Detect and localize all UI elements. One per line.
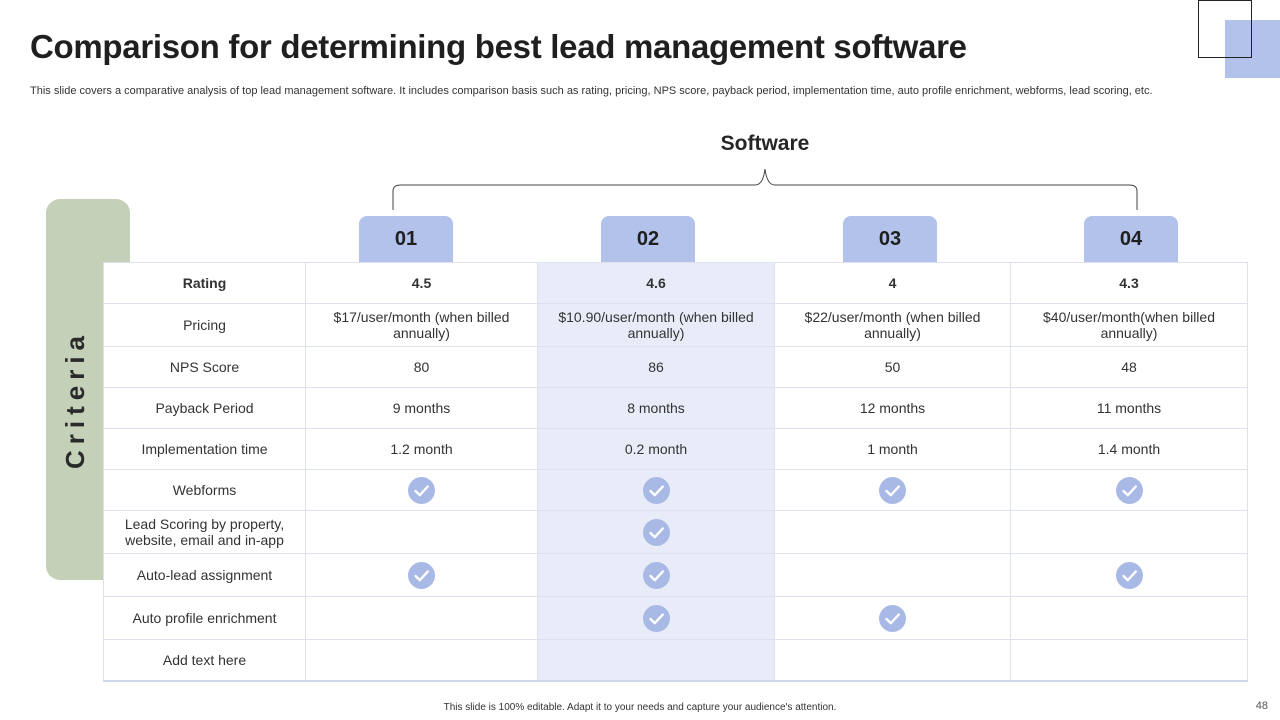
check-cell — [1010, 553, 1248, 597]
row-label: Lead Scoring by property, website, email… — [103, 510, 306, 554]
checkmark-icon — [642, 518, 670, 546]
page-number: 48 — [1255, 700, 1268, 712]
table-row: Auto profile enrichment — [103, 596, 1248, 640]
checkmark-icon — [1115, 561, 1143, 589]
table-row: Add text here — [103, 639, 1248, 682]
check-cell — [537, 510, 775, 554]
row-label: Payback Period — [103, 387, 306, 429]
row-label: Webforms — [103, 469, 306, 511]
checkmark-icon — [642, 561, 670, 589]
check-cell — [537, 596, 775, 640]
footer-note: This slide is 100% editable. Adapt it to… — [443, 702, 837, 713]
checkmark-icon — [879, 604, 906, 632]
table-cell: 4.6 — [537, 262, 775, 304]
checkmark-icon — [1115, 476, 1143, 504]
check-cell — [305, 639, 538, 682]
table-row: Implementation time 1.2 month 0.2 month 1 m… — [103, 428, 1248, 470]
table-cell: 1.4 month — [1010, 428, 1248, 470]
check-cell — [774, 510, 1011, 554]
table-cell: 9 months — [305, 387, 538, 429]
table-row: Auto-lead assignment — [103, 553, 1248, 597]
column-tab-1: 01 — [359, 216, 453, 263]
table-cell: 0.2 month — [537, 428, 775, 470]
check-cell — [305, 553, 538, 597]
table-row: Lead Scoring by property, website, email… — [103, 510, 1248, 554]
row-label: Rating — [103, 262, 306, 304]
page-subtitle: This slide covers a comparative analysis… — [30, 85, 1153, 97]
table-row: Rating 4.5 4.6 4 4.3 — [103, 262, 1248, 304]
criteria-heading: Criteria — [46, 199, 106, 599]
check-cell — [305, 469, 538, 511]
table-row: Payback Period 9 months 8 months 12 months 1… — [103, 387, 1248, 429]
table-cell: $40/user/month(when billed annually) — [1010, 303, 1248, 347]
row-label: Add text here — [103, 639, 306, 682]
table-cell: 8 months — [537, 387, 775, 429]
row-label: NPS Score — [103, 346, 306, 388]
decorative-square-filled — [1225, 20, 1280, 78]
check-cell — [774, 596, 1011, 640]
row-label: Auto profile enrichment — [103, 596, 306, 640]
decorative-square-outline — [1198, 0, 1252, 58]
table-cell: 1.2 month — [305, 428, 538, 470]
checkmark-icon — [642, 604, 670, 632]
table-cell: 48 — [1010, 346, 1248, 388]
checkmark-icon — [879, 476, 906, 504]
table-row: NPS Score 80 86 50 48 — [103, 346, 1248, 388]
column-tab-2: 02 — [601, 216, 695, 263]
check-cell — [537, 639, 775, 682]
column-tab-4: 04 — [1084, 216, 1178, 263]
check-cell — [1010, 596, 1248, 640]
check-cell — [305, 510, 538, 554]
table-cell: 12 months — [774, 387, 1011, 429]
software-brace — [392, 168, 1138, 210]
check-cell — [537, 469, 775, 511]
row-label: Implementation time — [103, 428, 306, 470]
table-cell: 4.3 — [1010, 262, 1248, 304]
check-cell — [537, 553, 775, 597]
check-cell — [1010, 639, 1248, 682]
table-cell: $17/user/month (when billed annually) — [305, 303, 538, 347]
row-label: Auto-lead assignment — [103, 553, 306, 597]
check-cell — [1010, 469, 1248, 511]
page-title: Comparison for determining best lead man… — [30, 28, 967, 65]
table-cell: 4.5 — [305, 262, 538, 304]
table-cell: 4 — [774, 262, 1011, 304]
checkmark-icon — [408, 561, 435, 589]
checkmark-icon — [408, 476, 435, 504]
table-cell: $10.90/user/month (when billed annually) — [537, 303, 775, 347]
check-cell — [774, 639, 1011, 682]
table-cell: 50 — [774, 346, 1011, 388]
software-heading: Software — [720, 132, 810, 155]
check-cell — [774, 553, 1011, 597]
table-row: Pricing $17/user/month (when billed annua… — [103, 303, 1248, 347]
table-cell: 11 months — [1010, 387, 1248, 429]
table-cell: 80 — [305, 346, 538, 388]
criteria-label: Criteria — [60, 329, 91, 469]
comparison-table: Rating 4.5 4.6 4 4.3 Pricing $17/user/month (w… — [103, 262, 1248, 682]
table-row: Webforms — [103, 469, 1248, 511]
row-label: Pricing — [103, 303, 306, 347]
check-cell — [305, 596, 538, 640]
table-cell: 86 — [537, 346, 775, 388]
column-tab-3: 03 — [843, 216, 937, 263]
check-cell — [774, 469, 1011, 511]
table-cell: 1 month — [774, 428, 1011, 470]
table-cell: $22/user/month (when billed annually) — [774, 303, 1011, 347]
checkmark-icon — [642, 476, 670, 504]
check-cell — [1010, 510, 1248, 554]
